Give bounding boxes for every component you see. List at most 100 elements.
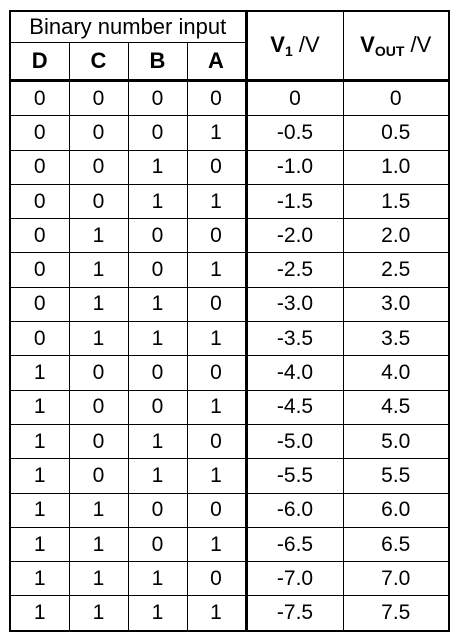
bit-a-cell: 0 — [186, 423, 247, 460]
bit-a-cell: 0 — [186, 286, 247, 323]
bit-b-cell: 1 — [127, 321, 188, 357]
table-row: 1 0 0 0 -4.0 4.0 — [9, 355, 450, 391]
bit-d-cell: 0 — [9, 149, 70, 185]
v1-cell: -6.0 — [244, 492, 344, 528]
bit-a-cell: 0 — [186, 149, 247, 185]
vout-cell: 7.0 — [342, 561, 450, 597]
v1-cell: -5.5 — [244, 458, 344, 494]
table-row: 0 0 1 1 -1.5 1.5 — [9, 183, 450, 220]
bit-d-cell: 0 — [9, 286, 70, 323]
table-row: 0 0 0 1 -0.5 0.5 — [9, 115, 450, 151]
bit-a-cell: 0 — [186, 492, 247, 528]
bit-c-cell: 1 — [68, 218, 129, 254]
bit-b-cell: 1 — [127, 423, 188, 460]
bit-a-cell: 0 — [186, 218, 247, 254]
table-row: 1 1 1 0 -7.0 7.0 — [9, 561, 450, 597]
bit-c-cell: 1 — [68, 526, 129, 563]
bit-a-cell: 1 — [186, 252, 247, 288]
v1-cell: -5.0 — [244, 423, 344, 460]
bit-a-cell: 1 — [186, 321, 247, 357]
bit-d-cell: 1 — [9, 423, 70, 460]
table-row: 0 0 1 0 -1.0 1.0 — [9, 149, 450, 185]
bit-d-cell: 1 — [9, 595, 70, 632]
v1-cell: -3.0 — [244, 286, 344, 323]
bit-c-cell: 0 — [68, 149, 129, 185]
table-row: 1 0 0 1 -4.5 4.5 — [9, 389, 450, 425]
vout-cell: 0.5 — [342, 115, 450, 151]
bit-d-cell: 1 — [9, 355, 70, 391]
vout-cell: 2.0 — [342, 218, 450, 254]
vout-cell: 4.0 — [342, 355, 450, 391]
bit-d-cell: 1 — [9, 561, 70, 597]
v1-cell: -1.0 — [244, 149, 344, 185]
vout-cell: 6.0 — [342, 492, 450, 528]
v1-cell: -1.5 — [244, 183, 344, 220]
bit-c-cell: 0 — [68, 423, 129, 460]
vout-cell: 2.5 — [342, 252, 450, 288]
bit-d-cell: 0 — [9, 252, 70, 288]
table-row: 1 0 1 0 -5.0 5.0 — [9, 423, 450, 460]
bit-c-cell: 0 — [68, 183, 129, 220]
bit-b-cell: 1 — [127, 286, 188, 323]
bit-d-cell: 1 — [9, 492, 70, 528]
v1-cell: 0 — [244, 79, 344, 117]
bit-c-cell: 0 — [68, 389, 129, 425]
vout-cell: 1.0 — [342, 149, 450, 185]
v1-cell: -6.5 — [244, 526, 344, 563]
table-row: 0 1 1 0 -3.0 3.0 — [9, 286, 450, 323]
vout-cell: 1.5 — [342, 183, 450, 220]
bit-b-cell: 1 — [127, 183, 188, 220]
v1-cell: -7.0 — [244, 561, 344, 597]
binary-input-header: Binary number input — [9, 10, 247, 43]
bit-d-cell: 0 — [9, 218, 70, 254]
v1-cell: -7.5 — [244, 595, 344, 632]
bit-d-cell: 0 — [9, 183, 70, 220]
bit-header-c: C — [68, 42, 129, 82]
table-row: 0 1 0 0 -2.0 2.0 — [9, 218, 450, 254]
bit-a-cell: 1 — [186, 526, 247, 563]
bit-b-cell: 0 — [127, 389, 188, 425]
bit-d-cell: 0 — [9, 79, 70, 117]
bit-b-cell: 0 — [127, 218, 188, 254]
v1-cell: -4.0 — [244, 355, 344, 391]
v1-cell: -2.5 — [244, 252, 344, 288]
vout-cell: 5.5 — [342, 458, 450, 494]
table-row: 0 1 1 1 -3.5 3.5 — [9, 321, 450, 357]
bit-a-cell: 1 — [186, 115, 247, 151]
bit-d-cell: 1 — [9, 389, 70, 425]
bit-a-cell: 0 — [186, 561, 247, 597]
bit-a-cell: 1 — [186, 183, 247, 220]
bit-b-cell: 0 — [127, 526, 188, 563]
table-row: 1 1 0 1 -6.5 6.5 — [9, 526, 450, 563]
table-row: 0 1 0 1 -2.5 2.5 — [9, 252, 450, 288]
vout-cell: 7.5 — [342, 595, 450, 632]
table-row: 1 1 1 1 -7.5 7.5 — [9, 595, 450, 632]
v1-header: V1 /V — [244, 10, 344, 82]
bit-b-cell: 0 — [127, 115, 188, 151]
bit-c-cell: 1 — [68, 492, 129, 528]
v1-cell: -3.5 — [244, 321, 344, 357]
table-row: 1 0 1 1 -5.5 5.5 — [9, 458, 450, 494]
bit-c-cell: 1 — [68, 321, 129, 357]
bit-d-cell: 0 — [9, 115, 70, 151]
vout-cell: 5.0 — [342, 423, 450, 460]
bit-b-cell: 1 — [127, 149, 188, 185]
bit-a-cell: 0 — [186, 79, 247, 117]
bit-c-cell: 0 — [68, 355, 129, 391]
bit-a-cell: 0 — [186, 355, 247, 391]
vout-cell: 4.5 — [342, 389, 450, 425]
vout-cell: 0 — [342, 79, 450, 117]
table-body: 0 0 0 0 0 0 0 0 0 1 -0.5 0.5 0 0 1 0 -1.0 1.0 0 0 1 1 -1.5 1.5 0… — [9, 79, 450, 632]
bit-c-cell: 0 — [68, 458, 129, 494]
bit-header-a: A — [186, 42, 247, 82]
bit-c-cell: 1 — [68, 561, 129, 597]
binary-dac-table: Binary number input V1 /V VOUT /V D C B … — [9, 10, 450, 632]
table-row: 1 1 0 0 -6.0 6.0 — [9, 492, 450, 528]
bit-d-cell: 1 — [9, 458, 70, 494]
bit-b-cell: 1 — [127, 458, 188, 494]
bit-a-cell: 1 — [186, 389, 247, 425]
bit-b-cell: 1 — [127, 561, 188, 597]
bit-b-cell: 0 — [127, 79, 188, 117]
bit-header-d: D — [9, 42, 70, 82]
